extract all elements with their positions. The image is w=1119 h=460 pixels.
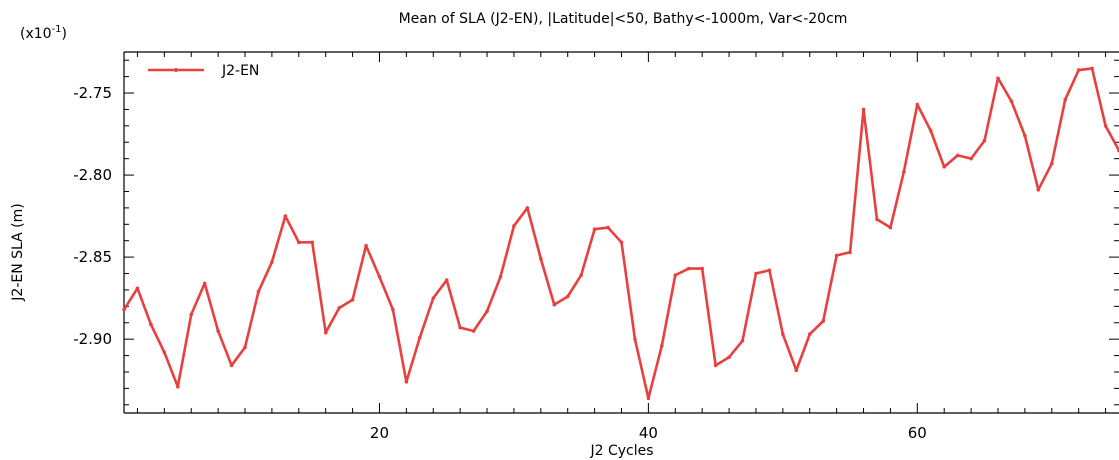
- data-point: [593, 227, 597, 231]
- data-point: [1050, 162, 1054, 166]
- data-point: [983, 139, 987, 143]
- data-point: [499, 275, 503, 279]
- data-point: [485, 309, 489, 313]
- y-scale-note-close: ): [62, 26, 67, 42]
- data-point: [700, 267, 704, 271]
- data-point: [862, 108, 866, 112]
- data-point: [768, 268, 772, 272]
- data-point: [916, 103, 920, 107]
- data-point: [364, 244, 368, 248]
- data-point: [566, 295, 570, 299]
- data-point: [512, 224, 516, 228]
- data-point: [230, 364, 234, 368]
- data-point: [337, 306, 341, 310]
- data-point: [391, 308, 395, 312]
- data-point: [445, 278, 449, 282]
- ticks: 20 40 60 -2.75 -2.80 -2.85 -2.90: [73, 52, 1119, 442]
- data-point: [673, 273, 677, 277]
- y-tick-label: -2.80: [73, 166, 112, 184]
- axes: [124, 52, 1119, 413]
- data-point: [378, 275, 382, 279]
- data-point: [1023, 134, 1027, 138]
- data-point: [754, 272, 758, 276]
- x-axis-label: J2 Cycles: [589, 443, 653, 459]
- data-point: [351, 298, 355, 302]
- legend-marker-j2-en: [174, 68, 178, 72]
- data-point: [902, 170, 906, 174]
- data-point: [727, 355, 731, 359]
- data-point: [284, 214, 288, 218]
- x-tick-label: 20: [370, 424, 389, 442]
- data-point: [243, 346, 247, 350]
- data-point: [539, 257, 543, 261]
- data-point: [1090, 67, 1094, 71]
- data-point: [714, 364, 718, 368]
- data-point: [781, 332, 785, 336]
- data-point: [1077, 68, 1081, 72]
- data-point: [136, 286, 140, 290]
- data-point: [821, 319, 825, 323]
- data-point: [472, 329, 476, 333]
- y-tick-label: -2.85: [73, 248, 112, 266]
- data-point: [163, 350, 167, 354]
- data-point: [458, 326, 462, 330]
- data-point: [942, 165, 946, 169]
- legend: J2-EN: [148, 63, 259, 79]
- data-point: [956, 154, 960, 158]
- data-point: [1010, 99, 1014, 103]
- data-point: [687, 267, 691, 271]
- data-point: [203, 282, 207, 286]
- data-point: [176, 385, 180, 389]
- y-tick-label: -2.90: [73, 330, 112, 348]
- y-scale-note-base: (x10: [20, 26, 52, 42]
- data-point: [216, 329, 220, 333]
- data-point: [1104, 124, 1108, 128]
- data-point: [526, 206, 530, 210]
- data-point: [741, 339, 745, 343]
- data-point: [1063, 98, 1067, 102]
- legend-label-j2-en: J2-EN: [221, 63, 259, 79]
- data-point: [122, 308, 126, 312]
- data-point: [660, 344, 664, 348]
- data-point: [405, 380, 409, 384]
- data-point: [149, 323, 153, 327]
- data-point: [310, 241, 314, 245]
- data-point: [835, 254, 839, 258]
- data-point: [270, 260, 274, 264]
- y-tick-label: -2.75: [73, 84, 112, 102]
- data-point: [418, 336, 422, 340]
- data-point: [633, 337, 637, 341]
- y-axis-label: J2-EN SLA (m): [10, 203, 26, 301]
- data-point: [848, 250, 852, 254]
- data-point: [431, 296, 435, 300]
- data-point: [552, 303, 556, 307]
- data-point: [620, 241, 624, 245]
- data-point: [647, 396, 651, 400]
- data-point: [929, 129, 933, 133]
- data-point: [889, 226, 893, 230]
- data-point: [875, 218, 879, 222]
- x-tick-label: 60: [908, 424, 927, 442]
- y-scale-note: (x10-1): [20, 24, 67, 42]
- data-point: [189, 313, 193, 317]
- data-point: [579, 273, 583, 277]
- data-point: [996, 76, 1000, 80]
- data-point: [257, 290, 261, 294]
- data-point: [794, 369, 798, 373]
- data-point: [969, 157, 973, 161]
- data-point: [324, 331, 328, 335]
- data-point: [297, 241, 301, 245]
- series-line-j2-en: [124, 68, 1119, 398]
- x-tick-label: 40: [639, 424, 658, 442]
- data-point: [606, 226, 610, 230]
- series-layer: [122, 67, 1119, 400]
- chart-title: Mean of SLA (J2-EN), |Latitude|<50, Bath…: [399, 11, 848, 27]
- y-scale-note-exponent: -1: [52, 24, 62, 35]
- data-point: [808, 332, 812, 336]
- data-point: [1037, 188, 1041, 192]
